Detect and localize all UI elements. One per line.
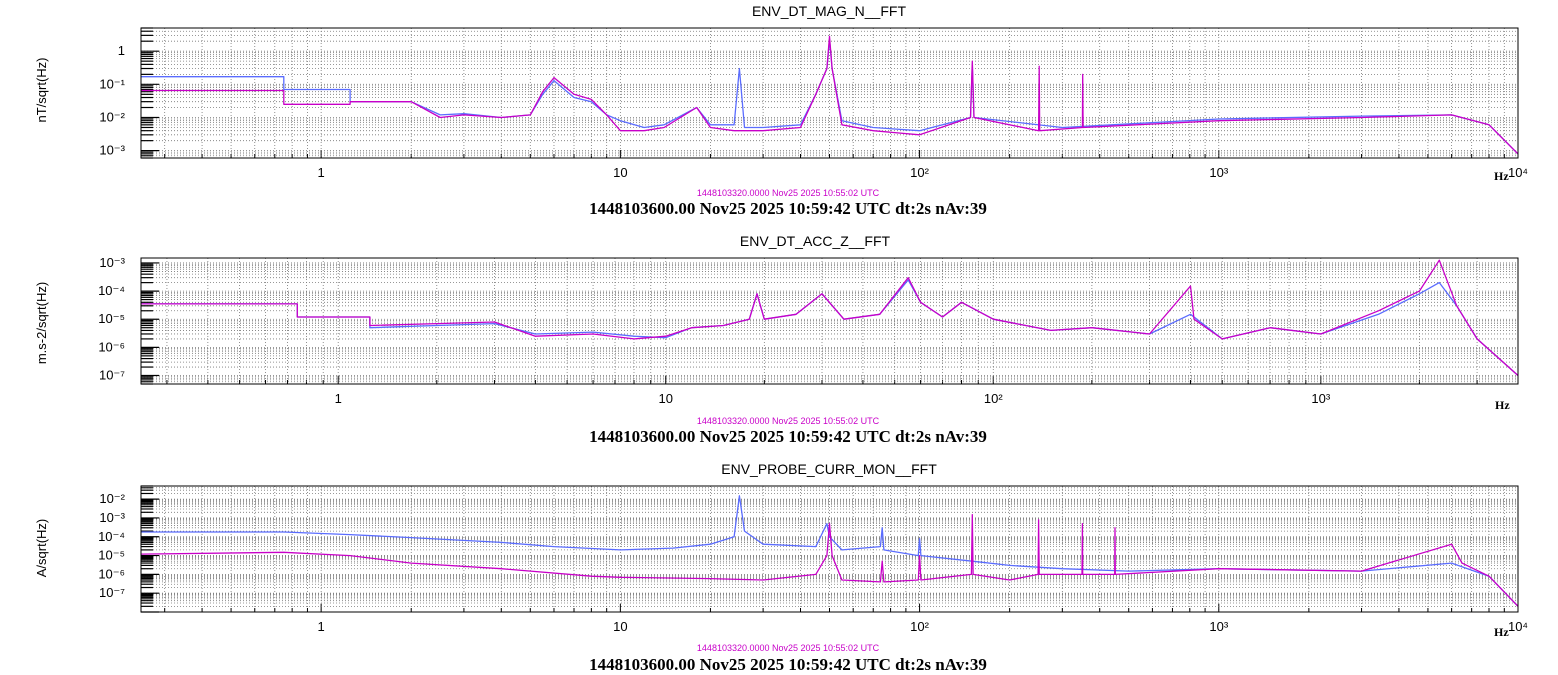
series-line-2 bbox=[141, 35, 1519, 155]
fft-panel-1: ENV_DT_MAG_N__FFT nT/sqrt(Hz) 1 10 10² 10³ 1… bbox=[34, 3, 1528, 218]
x-tick-label: 10² bbox=[910, 619, 929, 634]
panel-3-y-axis-label: A/sqrt(Hz) bbox=[34, 519, 49, 578]
y-tick-label: 10⁻² bbox=[99, 491, 125, 506]
x-tick-label: 10 bbox=[613, 619, 627, 634]
panel-2-footer: 1448103600.00 Nov25 2025 10:59:42 UTC dt… bbox=[589, 427, 987, 446]
y-tick-label: 10⁻⁶ bbox=[98, 339, 125, 354]
x-tick-label: 10² bbox=[984, 391, 1003, 406]
x-tick-label: 10³ bbox=[1209, 619, 1228, 634]
y-tick-label: 1 bbox=[118, 43, 125, 58]
x-tick-label: 1 bbox=[318, 165, 325, 180]
y-tick-label: 10⁻³ bbox=[99, 510, 125, 525]
x-tick-label: 10 bbox=[613, 165, 627, 180]
panel-3-title: ENV_PROBE_CURR_MON__FFT bbox=[721, 461, 937, 477]
x-tick-label: 10 bbox=[658, 391, 672, 406]
y-tick-label: 10⁻⁴ bbox=[98, 283, 125, 298]
panel-1-x-unit: Hz bbox=[1494, 169, 1509, 183]
y-tick-label: 10⁻³ bbox=[99, 143, 125, 158]
x-tick-label: 10³ bbox=[1209, 165, 1228, 180]
panel-3-reference-stamp: 1448103320.0000 Nov25 2025 10:55:02 UTC bbox=[697, 643, 880, 653]
series-line-1 bbox=[141, 495, 1519, 607]
x-tick-label: 10³ bbox=[1311, 391, 1330, 406]
y-tick-label: 10⁻⁵ bbox=[98, 311, 125, 326]
panel-2-reference-stamp: 1448103320.0000 Nov25 2025 10:55:02 UTC bbox=[697, 416, 880, 426]
fft-panel-2: ENV_DT_ACC_Z__FFT m.s-2/sqrt(Hz) 1 10 10² 1… bbox=[34, 233, 1519, 446]
panel-1-y-axis-label: nT/sqrt(Hz) bbox=[34, 58, 49, 123]
panel-2-plot-area[interactable]: 1 10 10² 10³ 10⁻⁷ 10⁻⁶ 10⁻⁵ 10⁻⁴ 10⁻³ bbox=[98, 255, 1519, 406]
x-tick-label: 10⁴ bbox=[1508, 165, 1528, 180]
y-tick-label: 10⁻¹ bbox=[99, 76, 125, 91]
x-tick-label: 10⁴ bbox=[1508, 619, 1528, 634]
panel-2-x-unit: Hz bbox=[1495, 398, 1510, 412]
y-tick-label: 10⁻³ bbox=[99, 255, 125, 270]
panel-3-plot-area[interactable]: 1 10 10² 10³ 10⁴ 10⁻⁷ 10⁻⁶ 10⁻⁵ 10⁻⁴ 10⁻³ 10⁻² bbox=[98, 485, 1528, 634]
y-tick-label: 10⁻⁴ bbox=[98, 529, 125, 544]
y-tick-label: 10⁻⁶ bbox=[98, 566, 125, 581]
series-line-2 bbox=[140, 513, 1519, 607]
plot-frame bbox=[140, 27, 1519, 159]
y-tick-label: 10⁻² bbox=[99, 109, 125, 124]
panel-2-y-axis-label: m.s-2/sqrt(Hz) bbox=[34, 282, 49, 364]
y-tick-label: 10⁻⁵ bbox=[98, 548, 125, 563]
y-tick-label: 10⁻⁷ bbox=[99, 585, 125, 600]
panel-1-reference-stamp: 1448103320.0000 Nov25 2025 10:55:02 UTC bbox=[697, 188, 880, 198]
plot-frame bbox=[140, 485, 1519, 613]
panel-2-title: ENV_DT_ACC_Z__FFT bbox=[740, 233, 891, 249]
fft-panel-3: ENV_PROBE_CURR_MON__FFT A/sqrt(Hz) 1 10 10… bbox=[34, 461, 1528, 674]
panel-1-footer: 1448103600.00 Nov25 2025 10:59:42 UTC dt… bbox=[589, 199, 987, 218]
panel-1-plot-area[interactable]: 1 10 10² 10³ 10⁴ 10⁻³ 10⁻² 10⁻¹ 1 bbox=[99, 27, 1528, 180]
panel-1-title: ENV_DT_MAG_N__FFT bbox=[752, 3, 906, 19]
panel-3-footer: 1448103600.00 Nov25 2025 10:59:42 UTC dt… bbox=[589, 655, 987, 674]
panel-3-x-unit: Hz bbox=[1494, 625, 1509, 639]
x-tick-label: 1 bbox=[335, 391, 342, 406]
x-tick-label: 10² bbox=[910, 165, 929, 180]
y-tick-label: 10⁻⁷ bbox=[99, 368, 125, 383]
plot-frame bbox=[140, 257, 1519, 385]
series-line-2 bbox=[141, 259, 1519, 376]
x-tick-label: 1 bbox=[318, 619, 325, 634]
